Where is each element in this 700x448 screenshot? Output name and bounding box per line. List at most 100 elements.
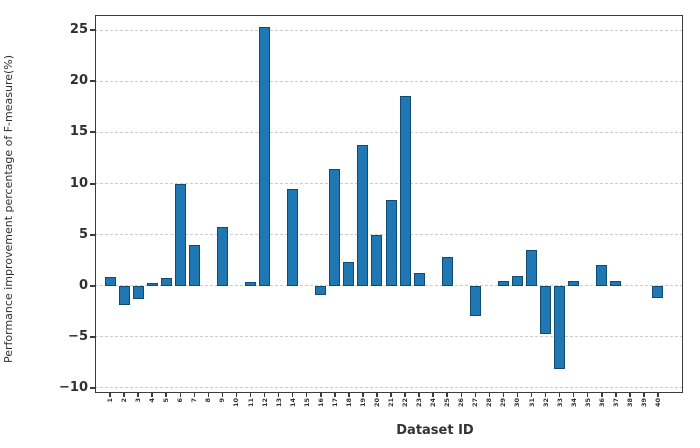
bar bbox=[287, 188, 299, 286]
x-tick-label: 11 bbox=[246, 398, 255, 408]
x-tick-label: 23 bbox=[415, 398, 424, 408]
bar bbox=[259, 27, 271, 286]
x-tick bbox=[418, 393, 420, 397]
y-tick bbox=[90, 386, 95, 389]
x-tick bbox=[137, 393, 139, 397]
x-tick-label: 8 bbox=[204, 398, 213, 403]
y-tick-label: 20 bbox=[69, 73, 88, 89]
x-tick-label: 22 bbox=[401, 398, 410, 408]
x-tick-label: 21 bbox=[387, 398, 395, 408]
x-tick bbox=[446, 393, 448, 397]
bar bbox=[188, 244, 200, 286]
x-tick-label: 31 bbox=[527, 398, 536, 408]
x-tick-label: 2 bbox=[120, 398, 129, 403]
x-tick bbox=[179, 393, 181, 397]
bar bbox=[245, 281, 256, 286]
x-tick-label: 28 bbox=[485, 398, 494, 408]
bar bbox=[568, 280, 580, 286]
bar bbox=[329, 169, 341, 286]
bar bbox=[441, 257, 453, 286]
x-tick-label: 12 bbox=[260, 398, 269, 408]
x-tick bbox=[109, 393, 111, 397]
x-tick bbox=[221, 393, 224, 397]
y-tick bbox=[90, 335, 95, 338]
x-tick-label: 5 bbox=[162, 398, 171, 403]
bar bbox=[610, 280, 622, 286]
x-tick-label: 35 bbox=[583, 398, 592, 408]
bar bbox=[343, 262, 355, 286]
x-tick bbox=[151, 393, 153, 397]
x-tick bbox=[586, 393, 589, 397]
x-tick-label: 38 bbox=[625, 398, 634, 408]
bar bbox=[371, 234, 383, 286]
x-tick bbox=[305, 393, 308, 397]
x-tick-label: 1 bbox=[106, 398, 114, 403]
gridline bbox=[95, 285, 683, 287]
x-tick-label: 3 bbox=[134, 398, 143, 403]
x-tick-label: 24 bbox=[429, 398, 438, 408]
bar bbox=[526, 249, 537, 286]
x-tick bbox=[530, 393, 533, 397]
x-tick-label: 9 bbox=[218, 398, 227, 403]
gridline bbox=[95, 131, 683, 133]
x-tick-label: 39 bbox=[639, 398, 648, 408]
x-tick-label: 6 bbox=[176, 398, 185, 403]
x-tick-label: 29 bbox=[499, 398, 508, 408]
x-tick-label: 25 bbox=[443, 398, 452, 408]
x-tick-label: 27 bbox=[471, 398, 480, 408]
bar bbox=[399, 95, 411, 286]
x-tick-label: 10 bbox=[232, 398, 241, 408]
x-tick bbox=[123, 393, 125, 397]
x-tick-label: 17 bbox=[330, 398, 339, 408]
y-tick bbox=[90, 233, 95, 236]
y-tick-label: 10 bbox=[69, 175, 88, 191]
y-tick bbox=[90, 284, 95, 287]
x-tick-label: 7 bbox=[190, 398, 199, 403]
x-tick bbox=[390, 393, 392, 397]
bar bbox=[469, 285, 481, 317]
y-tick-label: 25 bbox=[69, 22, 88, 38]
x-tick-label: 19 bbox=[358, 398, 367, 408]
gridline bbox=[95, 183, 683, 185]
x-tick bbox=[544, 393, 547, 397]
x-tick-label: 14 bbox=[288, 398, 297, 408]
bar bbox=[216, 227, 228, 286]
x-tick bbox=[334, 393, 336, 397]
bar bbox=[174, 183, 186, 286]
x-tick-label: 15 bbox=[302, 398, 311, 408]
y-tick bbox=[90, 131, 95, 134]
bar bbox=[497, 280, 509, 286]
bar bbox=[357, 144, 369, 286]
x-tick bbox=[488, 393, 491, 397]
x-tick bbox=[193, 393, 196, 397]
x-tick bbox=[657, 393, 659, 397]
y-tick-label: 0 bbox=[78, 277, 88, 293]
x-tick-label: 40 bbox=[653, 398, 662, 408]
y-tick bbox=[90, 182, 95, 185]
x-tick-label: 32 bbox=[541, 398, 550, 408]
x-tick bbox=[320, 393, 322, 397]
bar bbox=[554, 285, 566, 370]
y-tick-label: −10 bbox=[59, 379, 88, 395]
x-tick bbox=[629, 393, 631, 397]
x-tick bbox=[207, 393, 210, 397]
bar bbox=[118, 285, 130, 306]
x-tick-label: 36 bbox=[597, 398, 606, 408]
bar bbox=[413, 273, 425, 286]
x-tick bbox=[249, 393, 252, 397]
bar bbox=[511, 275, 523, 286]
gridline bbox=[95, 387, 683, 389]
y-axis-label: Performance improvement percentage of F-… bbox=[2, 54, 15, 364]
x-tick bbox=[572, 393, 575, 397]
x-tick-label: 18 bbox=[344, 398, 353, 408]
y-tick bbox=[90, 80, 95, 83]
bar bbox=[596, 265, 608, 286]
bar bbox=[315, 285, 327, 295]
x-tick bbox=[601, 393, 603, 397]
bar bbox=[132, 285, 144, 299]
x-tick bbox=[615, 393, 617, 397]
x-tick-label: 37 bbox=[611, 398, 620, 408]
y-tick-label: −5 bbox=[68, 328, 88, 344]
y-tick bbox=[90, 29, 95, 32]
